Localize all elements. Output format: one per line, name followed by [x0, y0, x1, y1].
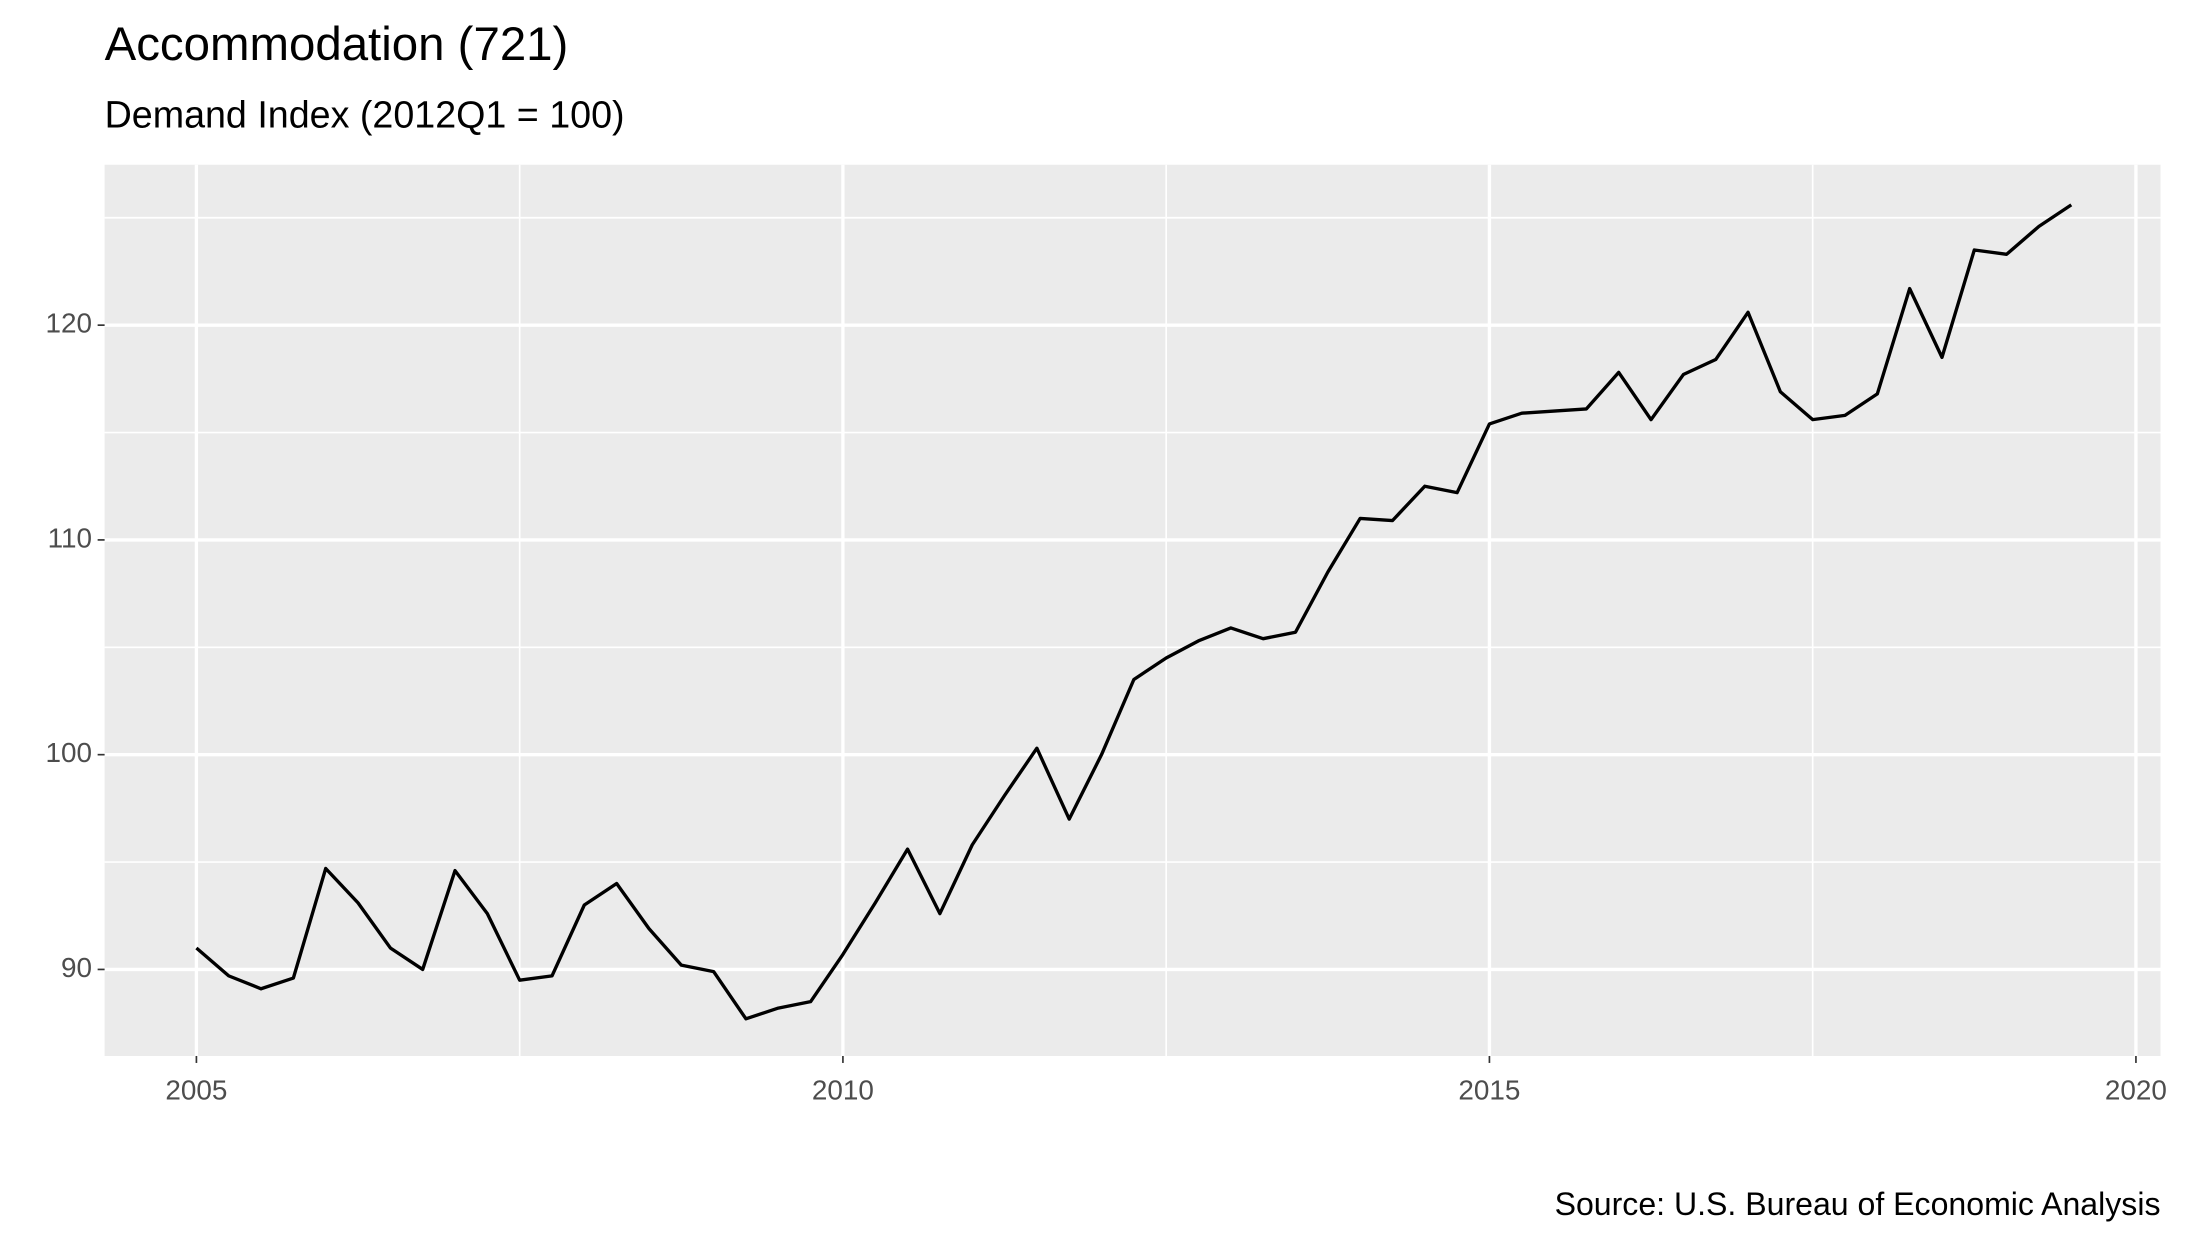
chart-title: Accommodation (721) [105, 18, 569, 71]
x-tick-label: 2010 [812, 1075, 874, 1106]
chart-subtitle: Demand Index (2012Q1 = 100) [105, 93, 625, 135]
caption: Source: U.S. Bureau of Economic Analysis [1555, 1186, 2161, 1222]
y-tick-label: 120 [46, 308, 93, 339]
plot-panel [104, 164, 2161, 1056]
y-tick-label: 90 [61, 952, 92, 983]
x-tick-label: 2015 [1458, 1075, 1520, 1106]
data-line [195, 203, 2073, 1021]
y-tick-label: 100 [46, 737, 93, 768]
x-tick-label: 2020 [2105, 1075, 2167, 1106]
y-tick-label: 110 [48, 522, 92, 553]
x-tick-label: 2005 [165, 1075, 227, 1106]
